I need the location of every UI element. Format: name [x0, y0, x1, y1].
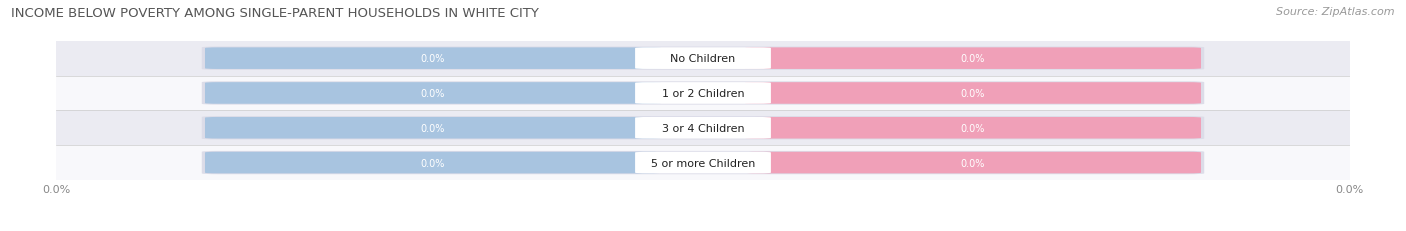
- Text: 1 or 2 Children: 1 or 2 Children: [662, 88, 744, 99]
- FancyBboxPatch shape: [636, 83, 770, 104]
- FancyBboxPatch shape: [636, 152, 770, 174]
- FancyBboxPatch shape: [202, 82, 1204, 105]
- FancyBboxPatch shape: [202, 117, 1204, 140]
- FancyBboxPatch shape: [745, 48, 1201, 70]
- FancyBboxPatch shape: [636, 48, 770, 70]
- Bar: [56, 42, 1350, 76]
- Text: INCOME BELOW POVERTY AMONG SINGLE-PARENT HOUSEHOLDS IN WHITE CITY: INCOME BELOW POVERTY AMONG SINGLE-PARENT…: [11, 7, 538, 20]
- FancyBboxPatch shape: [205, 118, 661, 139]
- Text: 0.0%: 0.0%: [960, 158, 986, 168]
- Bar: [56, 146, 1350, 180]
- Text: 0.0%: 0.0%: [960, 123, 986, 133]
- Bar: [56, 76, 1350, 111]
- Text: 0.0%: 0.0%: [960, 54, 986, 64]
- FancyBboxPatch shape: [202, 151, 1204, 174]
- FancyBboxPatch shape: [205, 48, 661, 70]
- Text: 5 or more Children: 5 or more Children: [651, 158, 755, 168]
- Text: 3 or 4 Children: 3 or 4 Children: [662, 123, 744, 133]
- FancyBboxPatch shape: [202, 47, 1204, 70]
- Text: 0.0%: 0.0%: [960, 88, 986, 99]
- FancyBboxPatch shape: [745, 83, 1201, 104]
- Text: 0.0%: 0.0%: [420, 88, 446, 99]
- FancyBboxPatch shape: [745, 152, 1201, 174]
- FancyBboxPatch shape: [205, 83, 661, 104]
- Bar: [56, 111, 1350, 146]
- Text: Source: ZipAtlas.com: Source: ZipAtlas.com: [1277, 7, 1395, 17]
- Legend: Single Father, Single Mother: Single Father, Single Mother: [589, 227, 817, 231]
- Text: 0.0%: 0.0%: [420, 158, 446, 168]
- Text: 0.0%: 0.0%: [420, 54, 446, 64]
- FancyBboxPatch shape: [636, 118, 770, 139]
- Text: No Children: No Children: [671, 54, 735, 64]
- FancyBboxPatch shape: [205, 152, 661, 174]
- FancyBboxPatch shape: [745, 118, 1201, 139]
- Text: 0.0%: 0.0%: [420, 123, 446, 133]
